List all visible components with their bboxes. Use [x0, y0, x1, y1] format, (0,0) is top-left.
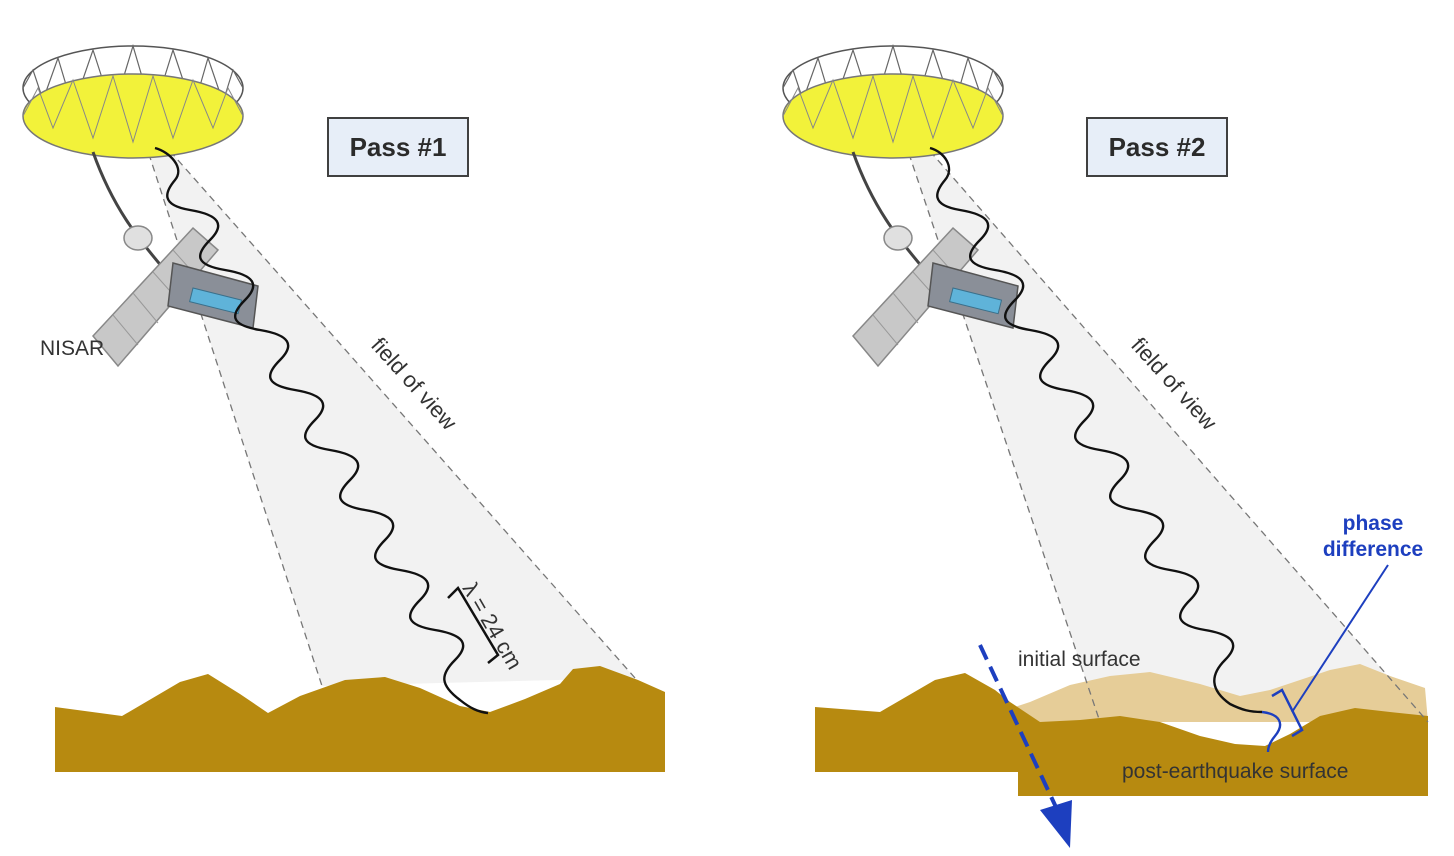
fault-line-arrow [978, 644, 1064, 821]
beam-field-of-view [145, 142, 635, 686]
nisar-satellite [782, 45, 1020, 368]
radar-wave-extension [1261, 710, 1282, 753]
post-earthquake-ground [815, 673, 1428, 796]
radar-wave [154, 146, 489, 715]
pass-2-label: Pass #2 [1109, 132, 1206, 162]
initial-surface-label: initial surface [1018, 648, 1141, 671]
pass-1-box [327, 117, 469, 177]
phase-difference-bracket [1271, 688, 1304, 738]
beam-field-of-view [905, 142, 1428, 722]
ground-surface [55, 666, 665, 772]
panel-pass-2: Pass #2 field of view initial surface po… [782, 45, 1429, 848]
wavelength-bracket [447, 585, 500, 664]
pass-2-box [1086, 117, 1228, 177]
beam-edge-left [904, 141, 1101, 723]
radar-wave [929, 146, 1263, 714]
nisar-satellite [22, 45, 260, 368]
initial-surface [1000, 664, 1428, 722]
beam-edge-right [921, 141, 1429, 723]
satellite-name-label: NISAR [40, 337, 104, 360]
fault-arrow-head [1040, 800, 1072, 848]
phase-difference-label-line2: difference [1323, 538, 1423, 561]
pass-1-label: Pass #1 [350, 132, 447, 162]
phase-difference-label-line1: phase [1343, 512, 1404, 535]
post-earthquake-surface-label: post-earthquake surface [1122, 760, 1348, 783]
phase-difference-leader [1291, 564, 1389, 713]
panel-pass-1: λ = 24 cm Pass #1 field of view NISAR [22, 45, 665, 772]
